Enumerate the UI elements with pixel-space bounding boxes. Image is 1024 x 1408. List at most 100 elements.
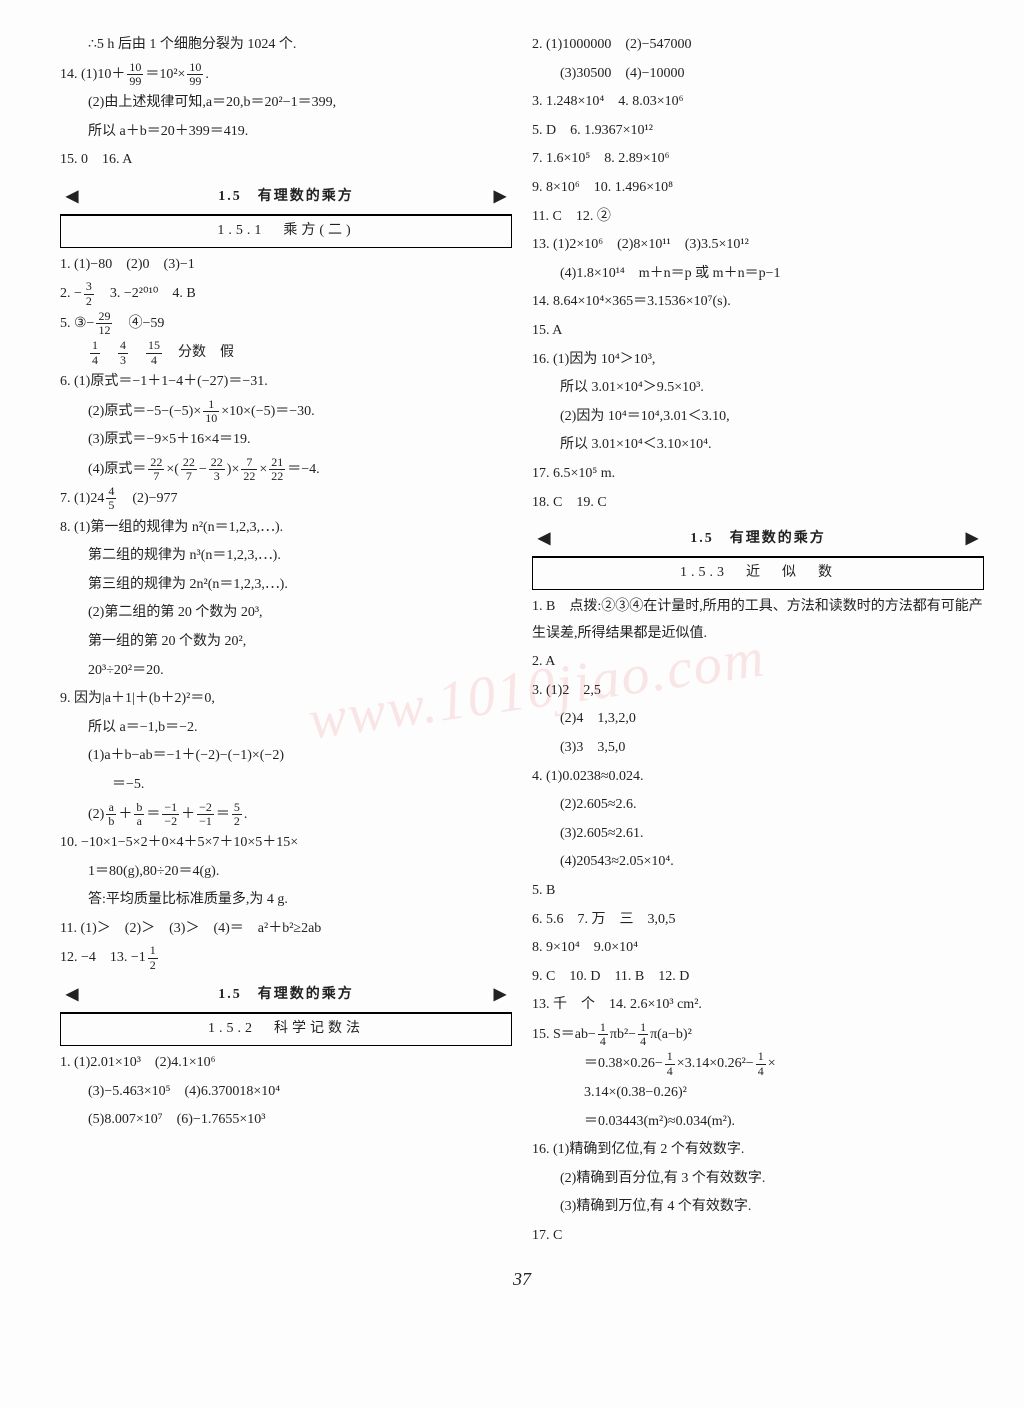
text-line: 13. 千 个 14. 2.6×10³ cm². bbox=[532, 992, 984, 1019]
frac: 14 bbox=[665, 1050, 675, 1077]
text-line: (4)原式＝227×(227−223)×722×2122＝−4. bbox=[60, 456, 512, 484]
t: ④−59 bbox=[114, 316, 164, 331]
text-line: (3)30500 (4)−10000 bbox=[532, 61, 984, 88]
text-line: 13. (1)2×10⁶ (2)8×10¹¹ (3)3.5×10¹² bbox=[532, 232, 984, 259]
section-title: 1.5 有理数的乘方 bbox=[556, 526, 959, 553]
t: ×3.14×0.26²− bbox=[677, 1056, 754, 1071]
text-line: (4)1.8×10¹⁴ m＋n＝p 或 m＋n＝p−1 bbox=[532, 261, 984, 288]
text-line: (2)4 1,3,2,0 bbox=[532, 706, 984, 733]
text-line: (4)20543≈2.05×10⁴. bbox=[532, 849, 984, 876]
text-line: 第一组的第 20 个数为 20², bbox=[60, 629, 512, 656]
text-line: 1. B 点拨:②③④在计量时,所用的工具、方法和读数时的方法都有可能产生误差,… bbox=[532, 594, 984, 647]
text-line: ＝0.38×0.26−14×3.14×0.26²−14× bbox=[532, 1050, 984, 1078]
text-line: 5. D 6. 1.9367×10¹² bbox=[532, 118, 984, 145]
text-line: (1)a＋b−ab＝−1＋(−2)−(−1)×(−2) bbox=[60, 743, 512, 770]
text-line: 14. (1)10＋1099＝10²×1099. bbox=[60, 61, 512, 89]
frac: 110 bbox=[203, 398, 219, 425]
frac: 2912 bbox=[96, 310, 112, 337]
text-line: ＝0.03443(m²)≈0.034(m²). bbox=[532, 1109, 984, 1136]
section-title: 1.5 有理数的乘方 bbox=[84, 982, 487, 1009]
frac: ba bbox=[134, 801, 144, 828]
frac: −1−2 bbox=[162, 801, 179, 828]
text-line: (2)2.605≈2.6. bbox=[532, 792, 984, 819]
subsection-header: 1.5.2 科学记数法 bbox=[60, 1013, 512, 1046]
text-line: 17. 6.5×10⁵ m. bbox=[532, 461, 984, 488]
page-columns: ∴5 h 后由 1 个细胞分裂为 1024 个. 14. (1)10＋1099＝… bbox=[60, 30, 984, 1252]
frac: 1099 bbox=[187, 61, 203, 88]
frac: −2−1 bbox=[197, 801, 214, 828]
text-line: 3.14×(0.38−0.26)² bbox=[532, 1080, 984, 1107]
frac: 154 bbox=[146, 339, 162, 366]
frac: 1099 bbox=[127, 61, 143, 88]
frac: ab bbox=[106, 801, 116, 828]
frac: 14 bbox=[638, 1021, 648, 1048]
t: ×10×(−5)＝−30. bbox=[221, 403, 314, 418]
text-line: 3. (1)2 2,5 bbox=[532, 678, 984, 705]
text-line: 14. 8.64×10⁴×365＝3.1536×10⁷(s). bbox=[532, 289, 984, 316]
t: × bbox=[259, 462, 267, 477]
frac: 14 bbox=[756, 1050, 766, 1077]
text-line: 10. −10×1−5×2＋0×4＋5×7＋10×5＋15× bbox=[60, 830, 512, 857]
text-line: 7. (1)2445 (2)−977 bbox=[60, 485, 512, 513]
text-line: (3)3 3,5,0 bbox=[532, 735, 984, 762]
text-line: 9. C 10. D 11. B 12. D bbox=[532, 964, 984, 991]
left-column: ∴5 h 后由 1 个细胞分裂为 1024 个. 14. (1)10＋1099＝… bbox=[60, 30, 512, 1252]
text-line: 6. 5.6 7. 万 三 3,0,5 bbox=[532, 907, 984, 934]
arrow-left-icon: ◀ bbox=[60, 182, 84, 212]
text-line: 11. (1)＞ (2)＞ (3)＞ (4)＝ a²＋b²≥2ab bbox=[60, 916, 512, 943]
t: ＋ bbox=[118, 806, 132, 821]
text-line: ＝−5. bbox=[60, 772, 512, 799]
t: 14. (1)10＋ bbox=[60, 67, 125, 82]
text-line: ∴5 h 后由 1 个细胞分裂为 1024 个. bbox=[60, 32, 512, 59]
section-header: ◀ 1.5 有理数的乘方 ▶ bbox=[60, 978, 512, 1013]
frac: 43 bbox=[118, 339, 128, 366]
right-column: 2. (1)1000000 (2)−547000 (3)30500 (4)−10… bbox=[532, 30, 984, 1252]
t: . bbox=[205, 67, 209, 82]
frac: 45 bbox=[106, 485, 116, 512]
t: (2) bbox=[88, 806, 104, 821]
text-line: (5)8.007×10⁷ (6)−1.7655×10³ bbox=[60, 1107, 512, 1134]
text-line: 2. (1)1000000 (2)−547000 bbox=[532, 32, 984, 59]
text-line: (3)2.605≈2.61. bbox=[532, 821, 984, 848]
frac: 227 bbox=[148, 456, 164, 483]
t: ＝ bbox=[146, 806, 160, 821]
t: πb²− bbox=[610, 1027, 636, 1042]
text-line: 3. 1.248×10⁴ 4. 8.03×10⁶ bbox=[532, 89, 984, 116]
t: 15. S＝ab− bbox=[532, 1027, 596, 1042]
text-line: 11. C 12. ② bbox=[532, 204, 984, 231]
text-line: 所以 a＋b＝20＋399＝419. bbox=[60, 119, 512, 146]
t: ＋ bbox=[181, 806, 195, 821]
text-line: 2. −32 3. −2²⁰¹⁰ 4. B bbox=[60, 280, 512, 308]
arrow-right-icon: ▶ bbox=[960, 524, 984, 554]
section-header: ◀ 1.5 有理数的乘方 ▶ bbox=[60, 180, 512, 215]
frac: 223 bbox=[209, 456, 225, 483]
text-line: 20³÷20²＝20. bbox=[60, 658, 512, 685]
text-line: 第三组的规律为 2n²(n＝1,2,3,⋯). bbox=[60, 572, 512, 599]
text-line: 所以 3.01×10⁴＞9.5×10³. bbox=[532, 375, 984, 402]
t: (2)原式＝−5−(−5)× bbox=[88, 403, 201, 418]
text-line: 16. (1)精确到亿位,有 2 个有效数字. bbox=[532, 1137, 984, 1164]
arrow-left-icon: ◀ bbox=[60, 980, 84, 1010]
text-line: 8. (1)第一组的规律为 n²(n＝1,2,3,⋯). bbox=[60, 515, 512, 542]
t: − bbox=[199, 462, 207, 477]
text-line: 15. 0 16. A bbox=[60, 147, 512, 174]
section-header: ◀ 1.5 有理数的乘方 ▶ bbox=[532, 522, 984, 557]
text-line: 14 43 154 分数 假 bbox=[60, 339, 512, 367]
section-title: 1.5 有理数的乘方 bbox=[84, 184, 487, 211]
text-line: 所以 a＝−1,b＝−2. bbox=[60, 715, 512, 742]
t: ＝ bbox=[216, 806, 230, 821]
text-line: (3)精确到万位,有 4 个有效数字. bbox=[532, 1194, 984, 1221]
subsection-header: 1.5.3 近 似 数 bbox=[532, 557, 984, 590]
text-line: 答:平均质量比标准质量多,为 4 g. bbox=[60, 887, 512, 914]
text-line: 15. S＝ab−14πb²−14π(a−b)² bbox=[532, 1021, 984, 1049]
text-line: 15. A bbox=[532, 318, 984, 345]
text-line: 第二组的规律为 n³(n＝1,2,3,⋯). bbox=[60, 543, 512, 570]
frac: 14 bbox=[598, 1021, 608, 1048]
subsection-header: 1.5.1 乘方(二) bbox=[60, 215, 512, 248]
text-line: 6. (1)原式＝−1＋1−4＋(−27)＝−31. bbox=[60, 369, 512, 396]
text-line: (2)第二组的第 20 个数为 20³, bbox=[60, 600, 512, 627]
t: ＝0.38×0.26− bbox=[584, 1056, 663, 1071]
text-line: 8. 9×10⁴ 9.0×10⁴ bbox=[532, 935, 984, 962]
t: 3. −2²⁰¹⁰ 4. B bbox=[96, 286, 196, 301]
t: . bbox=[244, 806, 248, 821]
